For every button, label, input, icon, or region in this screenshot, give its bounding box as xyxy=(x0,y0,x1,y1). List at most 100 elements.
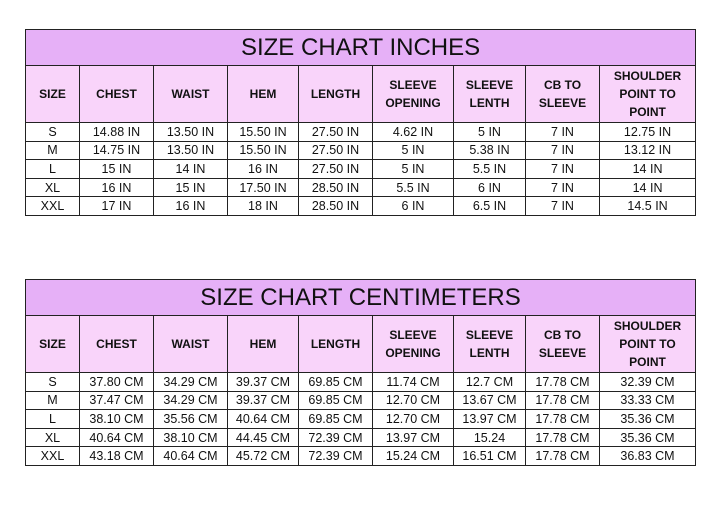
column-header: WAIST xyxy=(153,315,228,373)
column-header: CHEST xyxy=(79,315,154,373)
size-chart-inches-table: SIZE CHART INCHES SIZE CHEST WAIST HEM LENGTH… xyxy=(24,29,697,216)
column-header: LENGTH xyxy=(298,315,373,373)
value-cell: 5 IN xyxy=(372,159,454,179)
value-cell: 69.85 CM xyxy=(298,372,373,392)
column-header: SIZE xyxy=(25,65,80,123)
size-cell: XL xyxy=(25,427,80,448)
size-cell: XL xyxy=(25,177,80,198)
value-cell: 5.38 IN xyxy=(453,140,526,161)
value-cell: 37.80 CM xyxy=(79,372,154,392)
value-cell: 15.24 CM xyxy=(372,446,454,466)
value-cell: 38.10 CM xyxy=(79,409,154,429)
value-cell: 14 IN xyxy=(598,177,697,198)
value-cell: 35.36 CM xyxy=(598,427,697,448)
value-cell: 14.75 IN xyxy=(79,140,154,161)
column-header: CHEST xyxy=(79,65,154,123)
value-cell: 13.50 IN xyxy=(153,140,228,161)
column-header: SLEEVE OPENING xyxy=(372,315,454,373)
size-cell: M xyxy=(25,140,80,161)
value-cell: 14 IN xyxy=(153,159,228,179)
column-header: CB TO SLEEVE xyxy=(525,315,600,373)
value-cell: 12.7 CM xyxy=(453,372,526,392)
value-cell: 7 IN xyxy=(525,159,600,179)
value-cell: 69.85 CM xyxy=(298,390,373,411)
value-cell: 14.88 IN xyxy=(79,122,154,142)
table-title: SIZE CHART CENTIMETERS xyxy=(24,279,697,316)
header-row: SIZE CHEST WAIST HEM LENGTH SLEEVE OPENING SLE… xyxy=(25,65,697,123)
value-cell: 39.37 CM xyxy=(227,390,299,411)
value-cell: 40.64 CM xyxy=(227,409,299,429)
value-cell: 13.12 IN xyxy=(598,140,697,161)
size-cell: L xyxy=(25,409,80,429)
table-row: XXL 43.18 CM 40.64 CM 45.72 CM 72.39 CM 15.24… xyxy=(25,446,697,466)
value-cell: 7 IN xyxy=(525,196,600,216)
table-row: L 15 IN 14 IN 16 IN 27.50 IN 5 IN 5.5 IN 7 IN 14… xyxy=(25,159,697,179)
value-cell: 6.5 IN xyxy=(453,196,526,216)
value-cell: 32.39 CM xyxy=(598,372,697,392)
size-cell: M xyxy=(25,390,80,411)
value-cell: 34.29 CM xyxy=(153,390,228,411)
value-cell: 72.39 CM xyxy=(298,427,373,448)
value-cell: 38.10 CM xyxy=(153,427,228,448)
value-cell: 17 IN xyxy=(79,196,154,216)
value-cell: 12.70 CM xyxy=(372,390,454,411)
table-title: SIZE CHART INCHES xyxy=(24,29,697,66)
column-header: HEM xyxy=(227,65,299,123)
value-cell: 33.33 CM xyxy=(598,390,697,411)
value-cell: 5.5 IN xyxy=(453,159,526,179)
value-cell: 16 IN xyxy=(79,177,154,198)
value-cell: 7 IN xyxy=(525,122,600,142)
value-cell: 7 IN xyxy=(525,177,600,198)
size-cell: S xyxy=(25,122,80,142)
value-cell: 69.85 CM xyxy=(298,409,373,429)
column-header: HEM xyxy=(227,315,299,373)
value-cell: 17.78 CM xyxy=(525,427,600,448)
value-cell: 34.29 CM xyxy=(153,372,228,392)
size-chart-centimeters-table: SIZE CHART CENTIMETERS SIZE CHEST WAIST HEM L… xyxy=(24,279,697,466)
value-cell: 15.50 IN xyxy=(227,122,299,142)
value-cell: 27.50 IN xyxy=(298,122,373,142)
size-cell: L xyxy=(25,159,80,179)
value-cell: 15.24 xyxy=(453,427,526,448)
value-cell: 6 IN xyxy=(372,196,454,216)
value-cell: 5 IN xyxy=(453,122,526,142)
table-row: XL 16 IN 15 IN 17.50 IN 28.50 IN 5.5 IN 6 IN 7 … xyxy=(25,177,697,198)
value-cell: 7 IN xyxy=(525,140,600,161)
column-header: LENGTH xyxy=(298,65,373,123)
value-cell: 11.74 CM xyxy=(372,372,454,392)
size-cell: XXL xyxy=(25,196,80,216)
value-cell: 16 IN xyxy=(227,159,299,179)
value-cell: 13.50 IN xyxy=(153,122,228,142)
value-cell: 28.50 IN xyxy=(298,196,373,216)
value-cell: 35.36 CM xyxy=(598,409,697,429)
value-cell: 39.37 CM xyxy=(227,372,299,392)
value-cell: 15.50 IN xyxy=(227,140,299,161)
column-header: CB TO SLEEVE xyxy=(525,65,600,123)
column-header: SIZE xyxy=(25,315,80,373)
value-cell: 6 IN xyxy=(453,177,526,198)
table-row: L 38.10 CM 35.56 CM 40.64 CM 69.85 CM 12.70 C… xyxy=(25,409,697,429)
value-cell: 5.5 IN xyxy=(372,177,454,198)
value-cell: 15 IN xyxy=(79,159,154,179)
table-row: S 14.88 IN 13.50 IN 15.50 IN 27.50 IN 4.62 IN… xyxy=(25,122,697,142)
value-cell: 27.50 IN xyxy=(298,140,373,161)
value-cell: 4.62 IN xyxy=(372,122,454,142)
value-cell: 17.78 CM xyxy=(525,372,600,392)
value-cell: 14.5 IN xyxy=(598,196,697,216)
value-cell: 17.78 CM xyxy=(525,446,600,466)
value-cell: 45.72 CM xyxy=(227,446,299,466)
value-cell: 72.39 CM xyxy=(298,446,373,466)
value-cell: 43.18 CM xyxy=(79,446,154,466)
value-cell: 14 IN xyxy=(598,159,697,179)
value-cell: 35.56 CM xyxy=(153,409,228,429)
header-row: SIZE CHEST WAIST HEM LENGTH SLEEVE OPENING SLE… xyxy=(25,315,697,373)
value-cell: 37.47 CM xyxy=(79,390,154,411)
size-cell: XXL xyxy=(25,446,80,466)
value-cell: 36.83 CM xyxy=(598,446,697,466)
value-cell: 27.50 IN xyxy=(298,159,373,179)
column-header: SLEEVE LENTH xyxy=(453,315,526,373)
value-cell: 16.51 CM xyxy=(453,446,526,466)
column-header: SHOULDER POINT TO POINT xyxy=(598,315,697,373)
table-row: S 37.80 CM 34.29 CM 39.37 CM 69.85 CM 11.74 C… xyxy=(25,372,697,392)
value-cell: 12.75 IN xyxy=(598,122,697,142)
